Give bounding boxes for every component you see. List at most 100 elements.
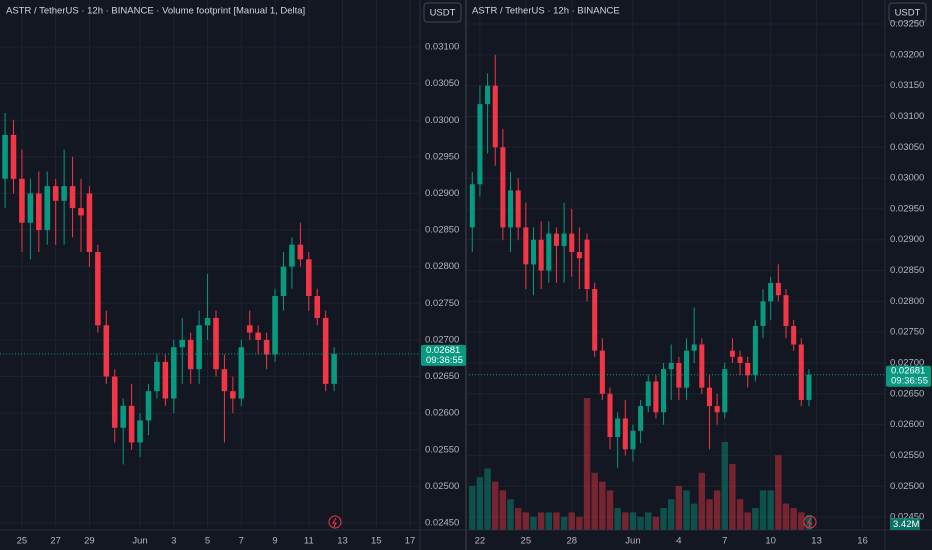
candle-body	[745, 362, 751, 376]
candle-body	[120, 405, 126, 428]
candle-body	[246, 325, 253, 333]
y-tick-label: 0.02650	[890, 388, 924, 399]
alert-ring[interactable]	[803, 515, 817, 529]
y-tick-label: 0.03250	[890, 19, 924, 30]
candle-body	[2, 134, 8, 179]
currency-label[interactable]: USDT	[895, 8, 921, 19]
currency-button[interactable]: USDT	[423, 2, 462, 23]
candle-body	[154, 361, 160, 392]
volume-bar	[537, 512, 545, 530]
volume-last-label: 3.42M	[893, 519, 919, 530]
volume-bar	[622, 512, 629, 530]
volume-bar	[476, 477, 484, 530]
candle-body	[615, 418, 621, 437]
volume-bar	[499, 490, 507, 530]
candle-body	[729, 350, 735, 357]
candle-body	[36, 193, 42, 231]
candle-body	[691, 344, 697, 351]
x-tick-label: Jun	[625, 536, 640, 547]
x-tick-label: 13	[337, 536, 348, 547]
volume-bar	[790, 508, 797, 530]
y-tick-label: 0.02850	[425, 225, 459, 236]
alert-ring[interactable]	[328, 515, 342, 529]
candle-body	[768, 282, 774, 302]
candle-body	[289, 244, 295, 267]
currency-button[interactable]: USDT	[888, 2, 927, 23]
y-tick-label: 0.03150	[890, 80, 924, 91]
candle-body	[204, 317, 211, 326]
y-tick-label: 0.02600	[425, 408, 459, 419]
volume-bar	[514, 508, 522, 530]
candle-body	[238, 347, 245, 399]
y-tick-label: 0.02600	[890, 419, 924, 430]
y-tick-label: 0.03000	[425, 115, 459, 126]
volume-bar	[805, 514, 813, 530]
candle-body	[263, 339, 270, 355]
y-tick-label: 0.03100	[890, 111, 924, 122]
chart-title: ASTR / TetherUS · 12h · BINANCE	[472, 6, 620, 17]
candle-body	[86, 193, 93, 253]
candle-body	[322, 317, 329, 384]
volume-bar	[775, 455, 782, 530]
x-tick-label: 16	[857, 536, 868, 547]
volume-bar	[736, 499, 744, 530]
volume-bar	[484, 468, 491, 530]
candle-body	[515, 190, 521, 228]
candle-body	[230, 391, 236, 399]
button-frame[interactable]	[423, 2, 462, 23]
x-tick-label: 27	[50, 536, 61, 547]
candle-body	[213, 317, 219, 370]
candle-body	[179, 339, 186, 348]
y-tick-label: 0.02450	[890, 512, 924, 523]
candle-body	[561, 233, 567, 246]
last-price-label: 0.02681	[891, 366, 925, 377]
y-tick-label: 0.02700	[890, 358, 924, 369]
volume-bar	[469, 486, 476, 530]
candle-body	[584, 239, 590, 290]
volume-bar	[614, 508, 621, 530]
volume-bar	[752, 508, 759, 530]
button-frame[interactable]	[888, 2, 927, 23]
x-tick-label: 10	[765, 536, 776, 547]
volume-bar	[798, 512, 805, 530]
x-tick-label: 22	[475, 536, 486, 547]
volume-bar	[530, 516, 537, 530]
volume-bar	[645, 512, 652, 530]
candle-body	[538, 239, 544, 271]
y-tick-label: 0.03200	[890, 49, 924, 60]
candle-body	[714, 406, 720, 413]
x-tick-label: 25	[521, 536, 532, 547]
candle-body	[661, 369, 667, 413]
volume-bar	[583, 398, 591, 530]
y-tick-label: 0.02950	[425, 151, 459, 162]
volume-bar	[706, 499, 713, 530]
currency-label[interactable]: USDT	[430, 8, 456, 19]
candle-body	[128, 405, 135, 443]
chart-title: ASTR / TetherUS · 12h · BINANCE · Volume…	[6, 6, 305, 17]
candle-body	[683, 350, 690, 388]
y-tick-label: 0.03050	[425, 78, 459, 89]
x-tick-label: 3	[171, 536, 176, 547]
volume-bar	[767, 490, 774, 530]
candle-body	[306, 259, 312, 296]
volume-bar	[507, 499, 514, 530]
candle-body	[171, 347, 177, 399]
candle-body	[10, 134, 17, 179]
volume-bar	[729, 464, 736, 530]
alert-icon[interactable]	[328, 515, 342, 529]
candle-body	[630, 430, 636, 450]
volume-bar	[782, 503, 790, 530]
y-tick-label: 0.02950	[890, 203, 924, 214]
alert-bolt[interactable]	[332, 517, 337, 528]
volume-bar	[660, 508, 667, 530]
alert-icon[interactable]	[803, 515, 817, 529]
candle-body	[569, 233, 575, 253]
candle-body	[61, 186, 67, 201]
candle-body	[783, 295, 789, 327]
x-tick-label: 28	[566, 536, 577, 547]
alert-bolt[interactable]	[807, 517, 812, 528]
chart-pane	[466, 0, 885, 530]
volume-bar	[568, 512, 575, 530]
candle-body	[576, 252, 582, 259]
